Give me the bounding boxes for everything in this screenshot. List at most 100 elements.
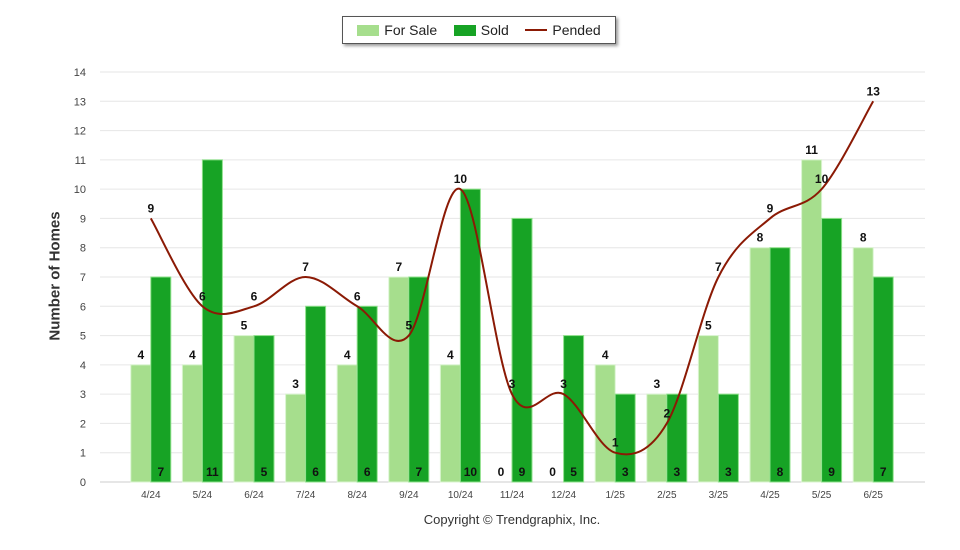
data-label-for-sale: 3 (653, 377, 660, 391)
y-tick-label: 12 (74, 126, 86, 138)
bar-for-sale (285, 393, 307, 483)
data-label-sold: 9 (828, 465, 835, 479)
bar-for-sale (439, 364, 461, 483)
data-label-pended: 7 (302, 260, 309, 274)
bar-for-sale (697, 335, 719, 483)
bar-sold (511, 217, 533, 483)
data-label-for-sale: 4 (137, 348, 144, 362)
bar-for-sale (594, 364, 616, 483)
data-label-sold: 8 (777, 465, 784, 479)
bar-for-sale (852, 247, 874, 483)
data-label-for-sale: 11 (805, 143, 818, 157)
y-tick-label: 11 (75, 155, 86, 167)
y-axis-label: Number of Homes (46, 211, 64, 341)
x-tick-label: 6/24 (244, 490, 264, 501)
x-tick-label: 4/24 (141, 490, 161, 501)
data-label-pended: 3 (509, 377, 516, 391)
x-tick-label: 7/24 (296, 490, 316, 501)
bar-sold (769, 247, 791, 483)
legend: For Sale Sold Pended (342, 16, 616, 44)
data-label-for-sale: 0 (498, 465, 505, 479)
x-tick-label: 6/25 (863, 490, 883, 501)
legend-swatch-pended (525, 29, 548, 31)
data-label-sold: 11 (206, 465, 219, 479)
legend-label-sold: Sold (480, 22, 509, 38)
data-label-for-sale: 0 (549, 465, 556, 479)
bar-sold (408, 276, 430, 483)
x-tick-label: 5/24 (193, 490, 213, 501)
data-label-pended: 13 (867, 84, 881, 98)
bar-for-sale (233, 335, 255, 483)
x-tick-label: 8/24 (347, 490, 367, 501)
data-label-sold: 6 (312, 465, 319, 479)
data-label-sold: 7 (880, 465, 887, 479)
data-label-pended: 6 (199, 289, 206, 303)
bar-for-sale (388, 276, 410, 483)
legend-swatch-for-sale (357, 24, 380, 36)
data-label-for-sale: 4 (447, 348, 454, 362)
data-label-pended: 10 (815, 172, 829, 186)
bar-for-sale (336, 364, 358, 483)
data-label-for-sale: 4 (189, 348, 196, 362)
data-label-for-sale: 3 (292, 377, 299, 391)
line-pended (149, 100, 875, 456)
bar-sold (150, 276, 172, 483)
bar-for-sale (749, 247, 771, 483)
data-label-sold: 7 (157, 465, 164, 479)
data-label-sold: 3 (622, 465, 629, 479)
y-tick-label: 8 (80, 243, 86, 255)
y-tick-label: 9 (80, 213, 86, 225)
y-tick-label: 3 (80, 389, 86, 401)
x-tick-label: 1/25 (605, 490, 625, 501)
legend-item-sold: Sold (453, 22, 509, 38)
x-tick-label: 5/25 (812, 490, 832, 501)
legend-item-for-sale: For Sale (357, 22, 437, 38)
bar-sold (563, 335, 585, 483)
data-label-for-sale: 7 (395, 260, 402, 274)
bar-sold (356, 305, 378, 483)
legend-item-pended: Pended (525, 22, 601, 38)
data-label-pended: 3 (560, 377, 567, 391)
data-label-pended: 9 (147, 201, 154, 215)
data-label-pended: 9 (767, 201, 774, 215)
data-label-sold: 3 (673, 465, 680, 479)
data-label-pended: 7 (715, 260, 722, 274)
data-label-pended: 6 (251, 289, 258, 303)
data-label-sold: 5 (570, 465, 577, 479)
bar-for-sale (181, 364, 203, 483)
bar-sold (305, 305, 327, 483)
y-tick-label: 6 (80, 301, 86, 313)
data-label-sold: 10 (464, 465, 478, 479)
bar-sold (253, 335, 275, 483)
data-label-pended: 5 (405, 319, 412, 333)
data-label-sold: 9 (519, 465, 526, 479)
legend-swatch-sold (453, 24, 476, 36)
bar-sold (201, 159, 223, 483)
data-label-for-sale: 5 (241, 319, 248, 333)
x-tick-label: 11/24 (500, 490, 525, 501)
data-label-for-sale: 4 (344, 348, 351, 362)
y-tick-label: 14 (74, 67, 86, 79)
x-tick-label: 9/24 (399, 490, 419, 501)
y-tick-label: 2 (80, 418, 86, 430)
legend-label-pended: Pended (552, 22, 601, 38)
data-label-pended: 10 (454, 172, 468, 186)
bar-sold (666, 393, 688, 483)
y-tick-label: 0 (80, 477, 86, 489)
y-tick-label: 4 (80, 360, 86, 372)
bar-sold (614, 393, 636, 483)
bar-for-sale (801, 159, 823, 483)
y-tick-label: 10 (74, 184, 86, 196)
data-label-pended: 1 (612, 436, 619, 450)
y-tick-label: 1 (80, 448, 86, 460)
data-label-sold: 7 (415, 465, 422, 479)
data-label-sold: 3 (725, 465, 732, 479)
y-tick-label: 5 (80, 331, 86, 343)
data-label-for-sale: 8 (757, 231, 764, 245)
data-label-sold: 6 (364, 465, 371, 479)
x-tick-label: 3/25 (709, 490, 729, 501)
legend-label-for-sale: For Sale (384, 22, 438, 38)
data-label-for-sale: 5 (705, 319, 712, 333)
x-tick-label: 10/24 (448, 490, 473, 501)
bar-sold (821, 217, 843, 483)
